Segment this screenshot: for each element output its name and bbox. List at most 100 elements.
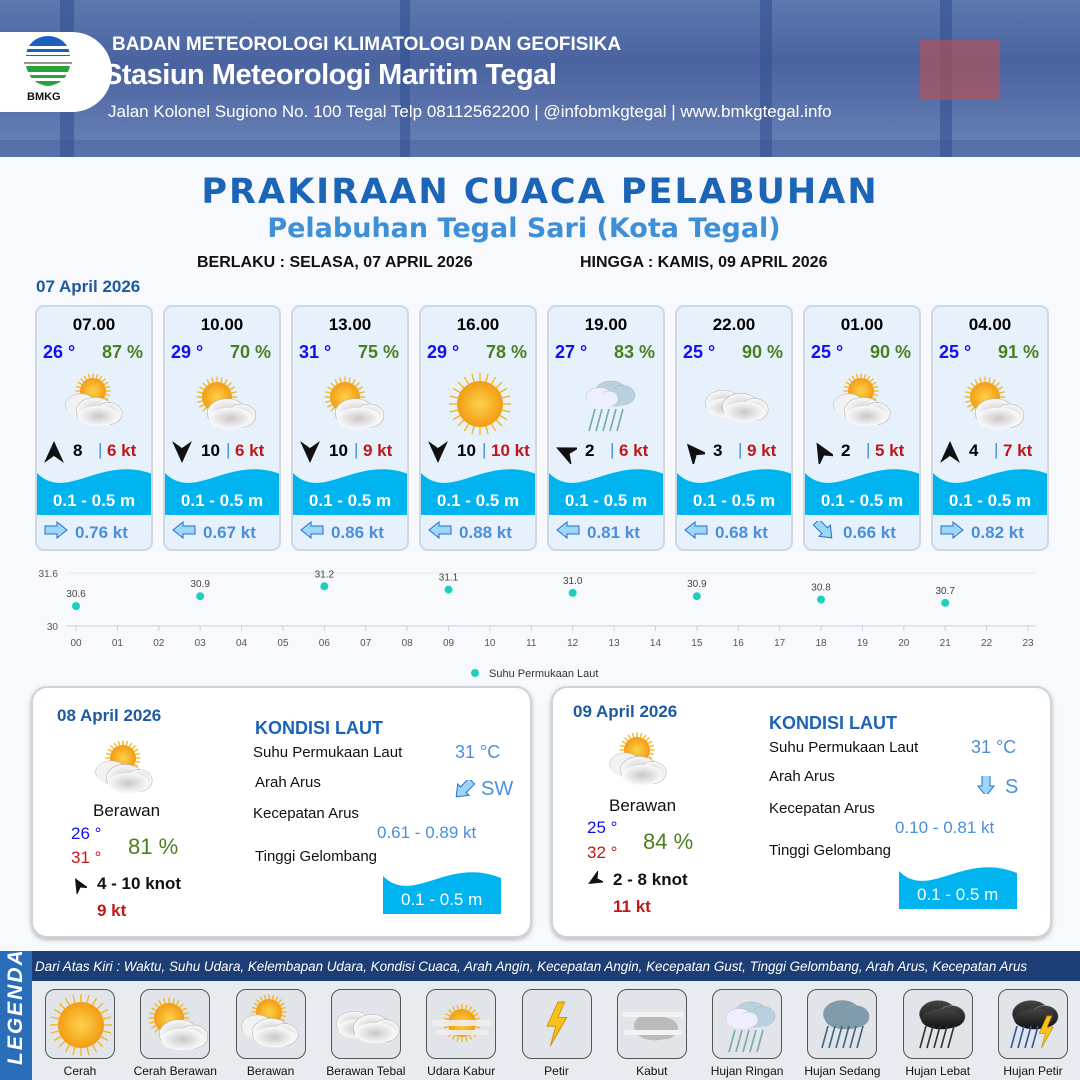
legend-label: Cerah Berawan	[133, 1064, 217, 1078]
forecast-card: 10.00 29 ° 70 % 10 | 6 kt 0.1 - 0.5 m 0.…	[163, 305, 281, 551]
data-label: 31.0	[563, 576, 583, 587]
data-label: 30.7	[935, 586, 955, 597]
x-tick-label: 12	[567, 638, 579, 649]
min-temperature: 26 °	[71, 824, 102, 843]
min-temperature: 25 °	[587, 818, 618, 837]
data-point	[941, 598, 950, 607]
legend-label: Kabut	[636, 1064, 668, 1078]
wind-speed: 3	[713, 441, 723, 460]
forecast-time: 19.00	[584, 315, 628, 334]
data-point	[72, 602, 80, 611]
wave-height: 0.1 - 0.5 m	[52, 491, 136, 510]
humidity: 83 %	[613, 342, 655, 362]
wave-height: 0.1 - 0.5 m	[436, 491, 520, 510]
data-point	[568, 588, 577, 597]
wind-speed: 4 - 10 knot	[97, 874, 182, 893]
x-tick-label: 16	[733, 638, 745, 649]
current-direction-icon	[171, 520, 197, 540]
legend-label: Suhu Permukaan Laut	[489, 668, 598, 680]
y-tick-label: 31.6	[39, 569, 59, 580]
sst-value: 31 °C	[455, 742, 501, 762]
humidity: 78 %	[485, 342, 527, 362]
berawan-legend-icon	[235, 989, 306, 1059]
wave-shape	[677, 463, 791, 515]
x-tick-label: 19	[857, 638, 869, 649]
wave-shape	[549, 463, 663, 515]
wind-speed: 8	[73, 441, 83, 460]
current-direction-label: Arah Arus	[769, 768, 835, 785]
x-tick-label: 08	[402, 638, 414, 649]
current-speed: 0.68 kt	[715, 523, 768, 542]
bmkg-logo: BMKG	[0, 32, 112, 112]
legend-label: Hujan Sedang	[804, 1064, 881, 1078]
current-speed: 0.66 kt	[843, 523, 896, 542]
air-temperature: 25 °	[939, 342, 972, 362]
wind-direction-icon	[71, 876, 90, 899]
current-direction-icon	[555, 520, 581, 540]
data-point	[817, 595, 826, 604]
legend-label: Cerah	[63, 1064, 97, 1078]
cerah-legend-icon	[45, 989, 115, 1059]
gust-speed: 9 kt	[363, 441, 393, 460]
x-tick-label: 17	[774, 638, 786, 649]
gust-speed: 6 kt	[235, 441, 265, 460]
divider: |	[98, 440, 103, 459]
current-speed: 0.88 kt	[459, 523, 512, 542]
wave-shape	[421, 463, 535, 515]
page-title: PRAKIRAAN CUACA PELABUHAN	[201, 172, 879, 212]
legend-tab: LEGENDA	[0, 948, 32, 1080]
contact-info: Jalan Kolonel Sugiono No. 100 Tegal Telp…	[108, 102, 832, 121]
gust-speed: 9 kt	[97, 901, 127, 920]
humidity: 90 %	[741, 342, 783, 362]
sst-label: Suhu Permukaan Laut	[253, 744, 403, 761]
org-name: BADAN METEOROLOGI KLIMATOLOGI DAN GEOFIS…	[112, 34, 622, 55]
gust-speed: 6 kt	[619, 441, 649, 460]
air-temperature: 27 °	[555, 342, 588, 362]
legend-label: Hujan Lebat	[905, 1064, 971, 1078]
data-point	[444, 585, 453, 594]
hujan-petir-legend-icon	[998, 989, 1068, 1059]
air-temperature: 25 °	[683, 342, 716, 362]
wave-shape	[899, 861, 1017, 909]
legend-label: Hujan Ringan	[710, 1064, 784, 1078]
x-tick-label: 00	[70, 638, 82, 649]
wave-label: Tinggi Gelombang	[255, 848, 378, 865]
max-temperature: 32 °	[587, 843, 618, 862]
x-tick-label: 23	[1022, 638, 1034, 649]
wind-speed: 10	[201, 441, 220, 460]
legend-marker	[471, 669, 479, 677]
current-speed: 0.81 kt	[587, 523, 640, 542]
divider: |	[866, 440, 871, 459]
y-tick-label: 30	[47, 622, 59, 633]
sst-chart: 31.6 30 00 01 02 03 04 05 06 07 08 09 10 11 12 13 14 15 16…	[39, 569, 1036, 680]
divider: |	[994, 440, 999, 459]
current-direction-icon	[683, 520, 709, 540]
divider: |	[738, 440, 743, 459]
hujan-ringan-legend-icon	[712, 989, 783, 1059]
divider: |	[482, 440, 487, 459]
divider: |	[610, 440, 615, 459]
hujan-ringan-weather-icon	[573, 369, 643, 439]
berawan-weather-icon	[829, 369, 899, 439]
wind-direction-icon	[683, 440, 709, 467]
current-speed: 0.10 - 0.81 kt	[895, 818, 995, 837]
forecast-card: 04.00 25 ° 91 % 4 | 7 kt 0.1 - 0.5 m 0.8…	[931, 305, 1049, 551]
x-tick-label: 21	[940, 638, 952, 649]
current-direction-label: Arah Arus	[255, 774, 321, 791]
x-tick-label: 14	[650, 638, 662, 649]
air-temperature: 25 °	[811, 342, 844, 362]
forecast-card: 07.00 26 ° 87 % 8 | 6 kt 0.1 - 0.5 m 0.7…	[35, 305, 153, 551]
divider: |	[354, 440, 359, 459]
sst-value: 31 °C	[971, 737, 1017, 757]
day1-date: 07 April 2026	[36, 277, 141, 296]
data-label: 30.9	[687, 579, 707, 590]
data-label: 30.8	[811, 583, 831, 594]
wind-speed: 2	[585, 441, 595, 460]
sea-condition-title: KONDISI LAUT	[769, 713, 897, 733]
current-speed-label: Kecepatan Arus	[253, 805, 359, 822]
cerah-berawan-weather-icon	[317, 369, 387, 439]
forecast-time: 07.00	[72, 315, 116, 334]
x-tick-label: 04	[236, 638, 248, 649]
current-speed-label: Kecepatan Arus	[769, 800, 875, 817]
wave-shape	[933, 463, 1047, 515]
